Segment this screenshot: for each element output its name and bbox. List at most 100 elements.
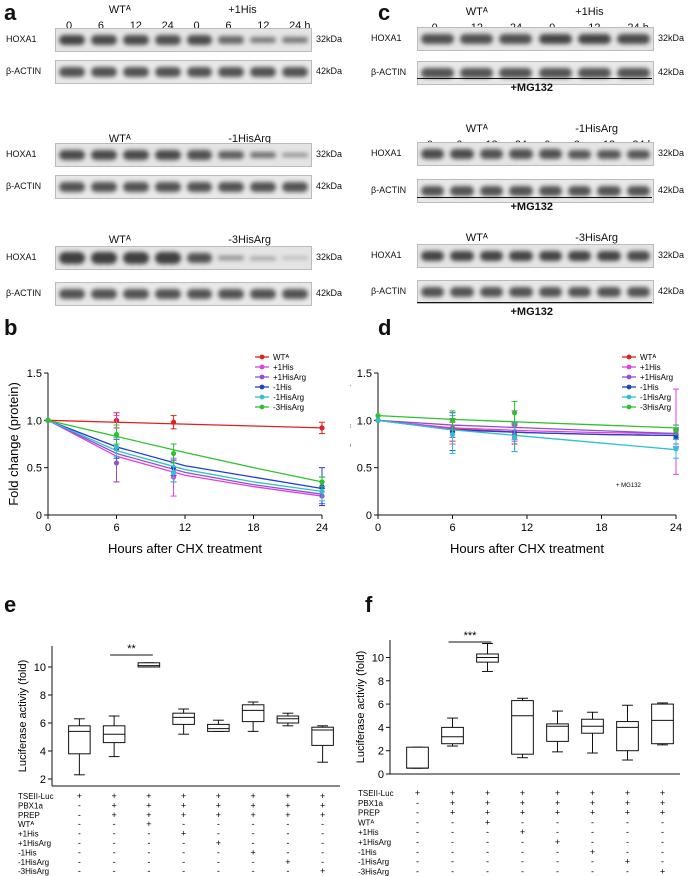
- data-point: [45, 417, 51, 423]
- table-cell: +: [181, 800, 186, 810]
- table-cell: +: [450, 808, 455, 818]
- blot-group-label: -1HisArg: [575, 123, 619, 135]
- blot-strip-hoxa1: [55, 28, 312, 52]
- blot-band-actin: [282, 182, 308, 192]
- data-point: [319, 479, 325, 485]
- series-fit-line: [377, 419, 677, 435]
- data-point: [319, 425, 325, 431]
- blot-band-actin: [250, 182, 277, 192]
- table-cell: -: [416, 808, 419, 818]
- table-row-label: -1HisArg: [18, 858, 49, 867]
- blot-band-hoxa1: [626, 149, 650, 159]
- panel-label-b: b: [4, 315, 18, 340]
- legend-label: -3HisArg: [640, 403, 671, 412]
- table-cell: -: [78, 866, 81, 876]
- y-tick-label: 10: [34, 662, 46, 674]
- blot-row-label: β-ACTIN: [371, 67, 407, 77]
- table-cell: -: [147, 838, 150, 848]
- table-cell: +: [146, 819, 151, 829]
- y-tick-label: 0: [378, 769, 384, 781]
- blot-time-label: 0: [65, 20, 73, 32]
- blot-row-label: β-ACTIN: [371, 185, 407, 195]
- blot-band-hoxa1: [567, 149, 592, 159]
- blot-band-actin: [282, 289, 308, 299]
- blot-band-actin: [577, 68, 611, 78]
- table-cell: -: [113, 866, 116, 876]
- table-row-label: WTᴬ: [18, 820, 34, 829]
- table-cell: +: [111, 800, 116, 810]
- data-point: [170, 450, 177, 457]
- blot-kda-label: 32kDa: [316, 149, 343, 159]
- table-row-label: PREP: [358, 809, 380, 818]
- blot-band-hoxa1: [59, 149, 85, 161]
- blot-band-hoxa1: [499, 34, 533, 44]
- table-cell: -: [451, 817, 454, 827]
- blot-group-label: +1His: [575, 6, 604, 18]
- table-row-label: +1His: [18, 830, 39, 839]
- legend-marker: [626, 404, 632, 410]
- table-cell: -: [626, 817, 629, 827]
- table-cell: +: [555, 798, 560, 808]
- table-cell: +: [250, 847, 255, 857]
- legend-marker: [626, 394, 632, 400]
- blot-band-hoxa1: [450, 148, 474, 160]
- legend-label: WTᴬ: [640, 353, 656, 362]
- blot-band-actin: [186, 182, 213, 192]
- table-cell: +: [285, 810, 290, 820]
- table-cell: -: [416, 847, 419, 857]
- blot-kda-label: 32kDa: [316, 34, 343, 44]
- blot-band-actin: [626, 186, 650, 196]
- series-fit-line: [47, 419, 323, 495]
- blot-band-hoxa1: [567, 250, 592, 262]
- blot-row-label: HOXA1: [371, 33, 402, 43]
- blot-strip-actin: [55, 175, 312, 199]
- table-cell: -: [321, 838, 324, 848]
- table-cell: -: [286, 866, 289, 876]
- panel-label-a: a: [4, 0, 17, 25]
- blot-kda-label: 42kDa: [316, 66, 343, 76]
- blot-band-actin: [597, 287, 621, 297]
- blot-band-hoxa1: [90, 34, 117, 46]
- table-cell: +: [111, 791, 116, 801]
- table-cell: -: [451, 866, 454, 876]
- legend-label: +1HisArg: [273, 373, 306, 382]
- table-cell: -: [147, 847, 150, 857]
- blot-band-hoxa1: [421, 250, 445, 262]
- data-point: [449, 431, 456, 438]
- blot-band-actin: [59, 182, 85, 192]
- table-cell: -: [451, 847, 454, 857]
- y-tick-label: 0: [36, 510, 42, 522]
- table-cell: +: [660, 788, 665, 798]
- blot-time-label: 0: [193, 20, 200, 32]
- x-tick-label: 0: [375, 522, 381, 534]
- blot-band-actin: [499, 68, 533, 78]
- data-point: [170, 419, 177, 425]
- legend-label: +1HisArg: [640, 373, 673, 382]
- table-cell: +: [520, 798, 525, 808]
- table-cell: -: [486, 847, 489, 857]
- box: [207, 723, 230, 732]
- data-point: [673, 434, 679, 440]
- blot-group-label: WTᴬ: [465, 6, 488, 18]
- table-row-label: PREP: [18, 811, 40, 820]
- chart-b-protein-decay: 0 6 12 18 24 0 0.5 1.0 1.5 Hours after CHX treatm…: [6, 353, 328, 556]
- y-tick-label: 0.5: [27, 463, 42, 475]
- legend-label: -1HisArg: [273, 393, 304, 402]
- table-cell: +: [320, 791, 325, 801]
- box: [241, 704, 265, 723]
- blot-band-hoxa1: [122, 149, 149, 161]
- table-cell: -: [556, 827, 559, 837]
- table-cell: +: [485, 817, 490, 827]
- box: [651, 703, 674, 745]
- table-cell: -: [321, 819, 324, 829]
- table-row-label: TSEII-Luc: [358, 789, 394, 798]
- blot-band-actin: [450, 186, 474, 196]
- blot-band-actin: [218, 289, 245, 299]
- table-row-label: +1His: [358, 828, 379, 837]
- blot-band-hoxa1: [186, 150, 213, 160]
- blot-band-hoxa1: [282, 257, 308, 259]
- blot-band-hoxa1: [250, 256, 277, 260]
- y-tick-label: 4: [40, 746, 46, 758]
- blot-band-actin: [626, 287, 650, 297]
- y-tick-label: 4: [378, 722, 384, 734]
